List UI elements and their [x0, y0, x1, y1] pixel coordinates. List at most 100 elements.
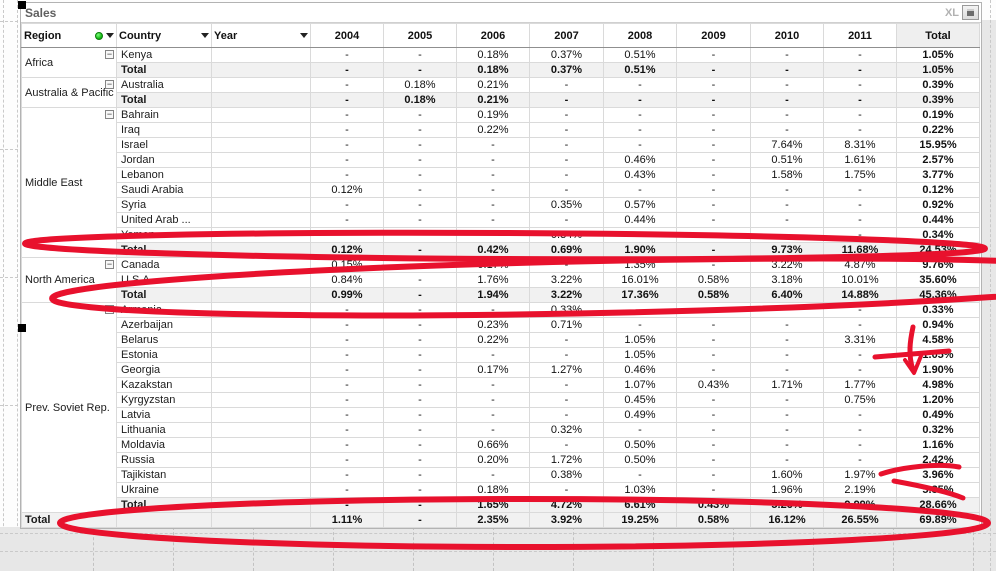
value-cell: -	[383, 482, 457, 498]
dropdown-arrow-icon[interactable]	[201, 33, 209, 38]
value-cell: -	[310, 47, 384, 63]
year-header-2007[interactable]: 2007	[529, 23, 604, 48]
sheet-gridline	[0, 533, 996, 534]
value-cell: -	[383, 452, 457, 468]
country-cell[interactable]: Yemen	[116, 227, 212, 243]
value-cell: -	[750, 392, 824, 408]
country-cell[interactable]: Saudi Arabia	[116, 182, 212, 198]
country-cell[interactable]: Jordan	[116, 152, 212, 168]
year-header-2008[interactable]: 2008	[603, 23, 677, 48]
sheet-gridline	[573, 527, 574, 571]
table-row: Kyrgyzstan - - - -0.45% - -0.75% 1.20%	[22, 392, 980, 408]
value-cell: -	[750, 227, 824, 243]
collapse-icon[interactable]: −	[105, 79, 114, 89]
year-cell	[211, 107, 311, 123]
region-cell[interactable]: Africa −	[21, 47, 117, 78]
value-cell: -	[823, 302, 897, 318]
value-cell: 0.18%	[383, 77, 457, 93]
total-column-header[interactable]: Total	[896, 23, 980, 48]
value-cell: -	[676, 317, 751, 333]
region-column-header[interactable]: Region	[21, 23, 117, 48]
value-cell: -	[603, 317, 677, 333]
value-cell: -	[529, 122, 604, 138]
object-resize-handle[interactable]	[18, 324, 26, 332]
region-cell[interactable]: Prev. Soviet Rep. −	[21, 302, 117, 513]
value-cell: -	[750, 77, 824, 93]
country-cell[interactable]: Latvia	[116, 407, 212, 423]
country-cell[interactable]: Armenia	[116, 302, 212, 318]
row-total-cell: 15.95%	[896, 137, 980, 153]
country-column-header[interactable]: Country	[116, 23, 212, 48]
year-header-2005[interactable]: 2005	[383, 23, 457, 48]
year-cell	[211, 137, 311, 153]
year-header-2011[interactable]: 2011	[823, 23, 897, 48]
value-cell: -	[310, 122, 384, 138]
country-cell[interactable]: Moldavia	[116, 437, 212, 453]
excel-export-button[interactable]	[962, 5, 979, 20]
country-cell[interactable]: Israel	[116, 137, 212, 153]
year-column-header[interactable]: Year	[211, 23, 311, 48]
country-cell[interactable]: Belarus	[116, 332, 212, 348]
row-total-cell: 5.35%	[896, 482, 980, 498]
country-cell[interactable]: Lithuania	[116, 422, 212, 438]
object-caption-bar[interactable]: Sales XL	[21, 3, 981, 23]
country-cell[interactable]: Total	[116, 287, 212, 303]
country-cell[interactable]: Canada	[116, 257, 212, 273]
value-cell: -	[750, 452, 824, 468]
year-header-2009[interactable]: 2009	[676, 23, 751, 48]
country-cell[interactable]: Russia	[116, 452, 212, 468]
country-cell[interactable]: Tajikistan	[116, 467, 212, 483]
dropdown-arrow-icon[interactable]	[106, 33, 114, 38]
grand-total-row: Total 1.11% -2.35% 3.92% 19.25% 0.58% 16.12% 26…	[21, 512, 980, 528]
object-resize-handle[interactable]	[18, 1, 26, 9]
value-cell: -	[383, 227, 457, 243]
country-cell[interactable]: Bahrain	[116, 107, 212, 123]
country-cell[interactable]: Estonia	[116, 347, 212, 363]
country-cell[interactable]: Total	[116, 62, 212, 78]
value-cell: -	[676, 197, 751, 213]
sheet-gridline	[653, 527, 654, 571]
value-cell: -	[676, 242, 751, 258]
country-cell[interactable]: Australia	[116, 77, 212, 93]
dropdown-arrow-icon[interactable]	[300, 33, 308, 38]
collapse-icon[interactable]: −	[105, 109, 114, 119]
country-cell[interactable]: United Arab ...	[116, 212, 212, 228]
year-header-2010[interactable]: 2010	[750, 23, 824, 48]
collapse-icon[interactable]: −	[105, 304, 114, 314]
region-cell[interactable]: North America −	[21, 257, 117, 303]
year-cell	[211, 422, 311, 438]
collapse-icon[interactable]: −	[105, 259, 114, 269]
excel-export-icon	[967, 9, 974, 16]
country-cell[interactable]: Lebanon	[116, 167, 212, 183]
value-cell: 0.99%	[310, 287, 384, 303]
value-cell: 1.03%	[603, 482, 677, 498]
region-cell[interactable]: Australia & Pacific −	[21, 77, 117, 108]
year-cell	[211, 287, 311, 303]
year-header-2006[interactable]: 2006	[456, 23, 530, 48]
value-cell: -	[310, 437, 384, 453]
grand-total-label-cell[interactable]: Total	[21, 512, 117, 528]
value-cell: -	[823, 212, 897, 228]
country-cell[interactable]: Total	[116, 92, 212, 108]
sheet-background	[981, 20, 996, 571]
country-cell[interactable]: Azerbaijan	[116, 317, 212, 333]
country-cell[interactable]: Total	[116, 497, 212, 513]
value-cell: -	[383, 347, 457, 363]
country-cell[interactable]: Iraq	[116, 122, 212, 138]
collapse-icon[interactable]: −	[105, 49, 114, 59]
value-cell: -	[456, 182, 530, 198]
value-cell: 10.01%	[823, 272, 897, 288]
year-cell	[211, 317, 311, 333]
year-header-2004[interactable]: 2004	[310, 23, 384, 48]
country-cell[interactable]: U.S.A.	[116, 272, 212, 288]
country-cell[interactable]: Syria	[116, 197, 212, 213]
country-cell[interactable]: Kenya	[116, 47, 212, 63]
country-cell[interactable]: Ukraine	[116, 482, 212, 498]
value-cell: 0.22%	[456, 332, 530, 348]
region-cell[interactable]: Middle East −	[21, 107, 117, 258]
country-cell[interactable]: Kyrgyzstan	[116, 392, 212, 408]
country-cell[interactable]: Georgia	[116, 362, 212, 378]
value-cell: -	[750, 347, 824, 363]
country-cell[interactable]: Total	[116, 242, 212, 258]
country-cell[interactable]: Kazakstan	[116, 377, 212, 393]
